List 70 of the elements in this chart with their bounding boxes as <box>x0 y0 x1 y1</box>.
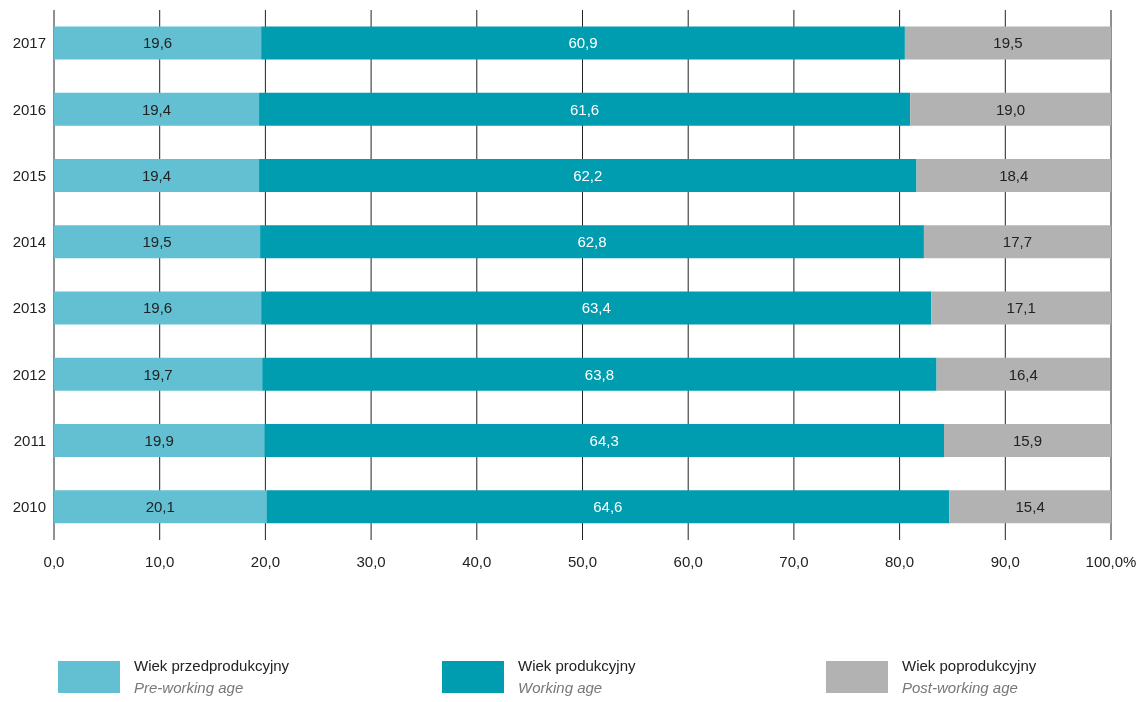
bar <box>54 225 261 259</box>
bar <box>923 225 1111 259</box>
x-tick-label: 20,0 <box>250 552 280 570</box>
bar <box>54 159 260 193</box>
x-tick-label: 70,0 <box>779 552 809 570</box>
y-tick-label: 2011 <box>13 431 46 449</box>
data-label: 17,1 <box>1006 299 1036 317</box>
bar <box>904 26 1111 60</box>
data-label: 60,9 <box>568 34 598 52</box>
x-tick-label: 30,0 <box>356 552 386 570</box>
x-tick-label: 50,0 <box>567 552 598 570</box>
data-label: 16,4 <box>1008 365 1038 383</box>
data-label: 19,7 <box>143 365 173 383</box>
bar <box>54 26 262 60</box>
bar <box>261 26 905 60</box>
data-label: 19,4 <box>141 100 172 118</box>
data-label: 19,6 <box>142 299 173 317</box>
x-tick-label: 40,0 <box>462 552 492 570</box>
y-tick-label: 2014 <box>12 233 46 251</box>
y-tick-label: 2013 <box>12 299 46 317</box>
data-label: 64,6 <box>593 498 623 516</box>
bar <box>949 490 1111 524</box>
x-tick-label: 100,0% <box>1085 552 1137 570</box>
legend-label: Wiek przedprodukcyjny Pre-working age <box>134 656 290 698</box>
data-label: 15,9 <box>1012 431 1043 449</box>
data-label: 20,1 <box>145 498 175 516</box>
bar <box>936 357 1110 391</box>
data-label: 15,4 <box>1015 498 1045 516</box>
data-label: 61,6 <box>570 100 600 118</box>
bar <box>262 357 937 391</box>
y-tick-label: 2016 <box>12 100 46 118</box>
data-label: 63,4 <box>581 299 611 317</box>
x-tick-label: 10,0 <box>145 552 175 570</box>
bar <box>943 424 1111 458</box>
bar <box>54 424 265 458</box>
bar <box>266 490 950 524</box>
data-label: 19,9 <box>144 431 174 449</box>
data-label: 19,4 <box>141 166 172 184</box>
bar <box>54 490 267 524</box>
data-label: 18,4 <box>999 166 1029 184</box>
data-label: 19,5 <box>142 233 172 251</box>
x-tick-label: 90,0 <box>990 552 1020 570</box>
x-tick-label: 80,0 <box>885 552 915 570</box>
bar <box>259 92 911 126</box>
bar <box>261 291 932 325</box>
y-tick-label: 2012 <box>12 365 46 383</box>
bar <box>259 159 917 193</box>
bar <box>260 225 924 259</box>
bar <box>54 291 262 325</box>
data-label: 17,7 <box>1002 233 1033 251</box>
data-label: 64,3 <box>589 431 619 449</box>
data-label: 63,8 <box>584 365 615 383</box>
data-label: 62,2 <box>573 166 603 184</box>
bar <box>54 357 263 391</box>
legend-label: Wiek poprodukcyjny Post-working age <box>902 656 1037 698</box>
bar <box>916 159 1111 193</box>
data-label: 62,8 <box>577 233 607 251</box>
data-label: 19,5 <box>993 34 1023 52</box>
x-tick-label: 0,0 <box>43 552 65 570</box>
bar <box>931 291 1111 325</box>
data-label: 19,0 <box>995 100 1026 118</box>
bar <box>264 424 944 458</box>
data-label: 19,6 <box>142 34 173 52</box>
y-tick-label: 2010 <box>12 498 46 516</box>
y-tick-label: 2017 <box>12 34 46 52</box>
x-tick-label: 60,0 <box>673 552 703 570</box>
bar <box>54 92 260 126</box>
legend-label: Wiek produkcyjny Working age <box>518 656 636 698</box>
y-tick-label: 2015 <box>12 166 46 184</box>
bar <box>910 92 1111 126</box>
